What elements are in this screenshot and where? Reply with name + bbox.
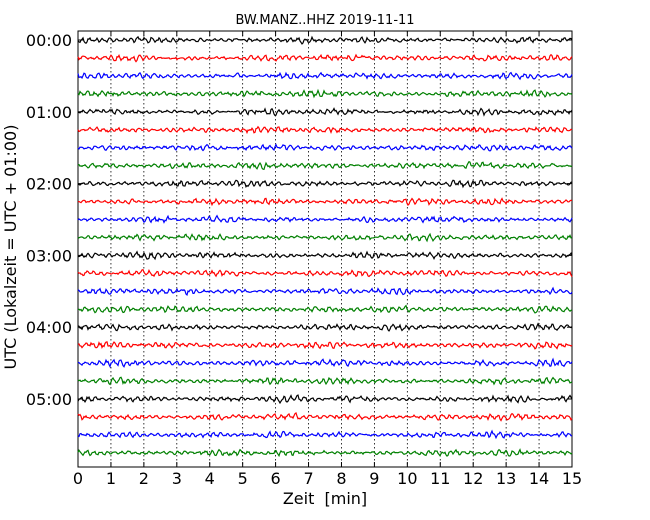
trace-line xyxy=(77,232,573,243)
x-tick-label: 12 xyxy=(463,469,483,488)
trace-line xyxy=(77,448,573,458)
y-tick-label: 04:00 xyxy=(26,318,72,337)
y-tick-label: 03:00 xyxy=(26,246,72,265)
x-tick-label: 8 xyxy=(336,469,346,488)
trace-line xyxy=(77,304,573,314)
plot-area: 0 1 2 3 4 5 6 7 8 9 10 11 12 13 14 15 00:0001:0002:0003… xyxy=(26,30,582,488)
y-axis-label: UTC (Lokalzeit = UTC + 01:00) xyxy=(1,125,20,370)
trace-line xyxy=(77,357,573,369)
trace-line xyxy=(77,197,573,207)
trace-line xyxy=(77,107,573,117)
trace-line xyxy=(77,125,573,135)
trace-line xyxy=(77,143,573,152)
trace-line xyxy=(77,322,573,332)
trace-line xyxy=(77,179,573,189)
trace-line xyxy=(77,429,573,440)
x-tick-label: 15 xyxy=(562,469,582,488)
trace-line xyxy=(77,269,573,278)
y-tick-label: 05:00 xyxy=(26,390,72,409)
trace-line xyxy=(77,35,573,45)
trace-line xyxy=(77,88,573,99)
trace-line xyxy=(77,160,573,170)
x-axis-label: Zeit [min] xyxy=(283,489,367,508)
x-tick-label: 11 xyxy=(430,469,450,488)
y-axis-ticks: 00:00 01:00 02:00 03:00 04:00 05:00 xyxy=(26,31,572,409)
x-tick-label: 9 xyxy=(369,469,379,488)
trace-line xyxy=(77,214,573,224)
plot-frame xyxy=(77,30,573,468)
trace-line xyxy=(77,341,573,350)
trace-line xyxy=(77,250,573,261)
x-tick-label: 13 xyxy=(496,469,516,488)
trace-line xyxy=(77,412,573,422)
y-tick-label: 01:00 xyxy=(26,103,72,122)
x-tick-label: 1 xyxy=(106,469,116,488)
trace-line xyxy=(77,71,573,81)
trace-line xyxy=(77,394,573,405)
x-tick-label: 3 xyxy=(172,469,182,488)
x-tick-label: 10 xyxy=(397,469,417,488)
x-axis-ticks: 0 1 2 3 4 5 6 7 8 9 10 11 12 13 14 15 xyxy=(73,31,582,488)
seismogram-traces xyxy=(77,35,573,458)
trace-line xyxy=(77,286,573,296)
trace-line xyxy=(77,53,573,63)
x-tick-label: 6 xyxy=(271,469,281,488)
chart-title: BW.MANZ..HHZ 2019-11-11 xyxy=(235,13,414,28)
y-tick-label: 02:00 xyxy=(26,175,72,194)
x-tick-label: 4 xyxy=(205,469,215,488)
x-tick-label: 5 xyxy=(238,469,248,488)
x-tick-label: 7 xyxy=(303,469,313,488)
x-tick-label: 0 xyxy=(73,469,83,488)
trace-line xyxy=(77,376,573,386)
x-tick-label: 2 xyxy=(139,469,149,488)
x-tick-label: 14 xyxy=(529,469,549,488)
vertical-gridlines xyxy=(110,31,540,467)
y-tick-label: 00:00 xyxy=(26,31,72,50)
